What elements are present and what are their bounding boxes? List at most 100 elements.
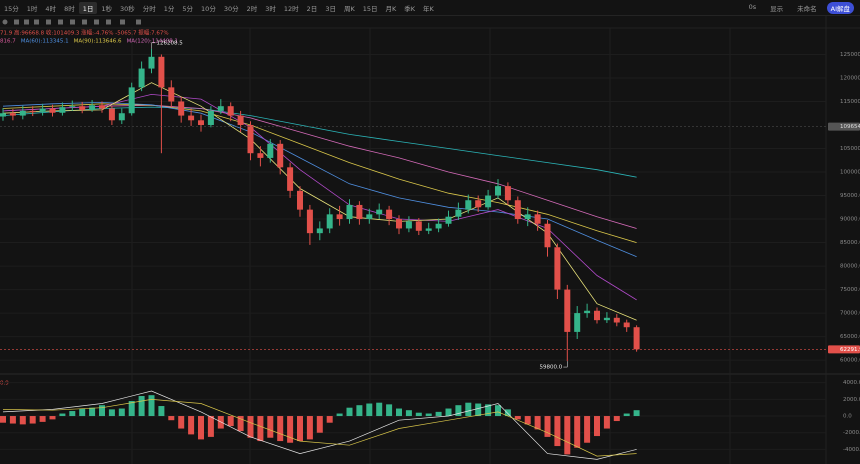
macd-bar [79,408,86,417]
candle-body [396,219,402,229]
candle-body [79,106,86,110]
macd-bar [277,416,284,442]
toolbar-item[interactable]: 30秒 [119,4,135,13]
macd-bar [198,416,204,440]
ma-line [2,106,637,178]
macd-tick-label: 2000.0 [843,397,860,403]
candle-body [188,115,195,121]
toolbar-item[interactable]: 1时 [26,4,38,13]
macd-bar [178,416,185,429]
toolbar-item[interactable]: 月K [385,4,397,13]
toolbar-item[interactable]: 30分 [223,4,239,13]
macd-bar [376,402,383,417]
toolbar-right: 0s 显示 未命名 AI解盘 [745,1,860,14]
macd-bar [9,416,16,424]
macd-bar [415,412,422,417]
toolbar-item[interactable]: 分时 [142,4,156,13]
y-tick-label: 75000.0 [840,287,860,293]
toolbar-item[interactable]: AI解盘 [826,1,854,14]
macd-bar [138,396,145,417]
toolbar-item[interactable]: 3日 [325,4,336,13]
toolbar-item[interactable]: 显示 [770,4,784,13]
y-tick-label: 115000.0 [840,99,860,105]
candle-body [158,56,165,88]
toolbar-item[interactable]: 1秒 [101,4,112,13]
ma-line [2,93,637,301]
macd-line [2,399,637,457]
toolbar-item[interactable]: 2日 [306,4,318,13]
macd-bar [19,416,26,425]
toolbar-item[interactable]: 1分 [163,4,175,13]
candle-body [524,214,531,220]
candle-body [0,113,6,117]
vgrid [131,28,731,464]
macd-bar [207,416,214,437]
macd-tick-label: 0.0 [843,414,852,420]
candle-body [306,209,313,234]
macd-bar [108,409,115,417]
toolbar-item[interactable]: 5分 [182,4,194,13]
candle-body [198,120,204,125]
price-tag [828,345,860,354]
toolbar-item[interactable]: 12时 [283,4,299,13]
macd-tick-label: -4000.0 [843,447,860,453]
macd-bar [267,416,274,438]
candle-body [425,228,432,231]
candle-body [89,105,96,110]
macd-bar [237,416,244,432]
toolbar-item[interactable]: 周K [343,4,355,13]
candle-body [346,204,353,220]
ma-line [2,104,637,229]
candle-body [594,310,600,321]
candle-body [633,327,640,350]
y-tick-label: 85000.0 [840,240,860,246]
ma-legend: MA(120):114408.1 [127,39,178,45]
candle-body [574,313,581,332]
macd-bar [148,395,155,417]
candle-body [267,143,274,158]
candle-body [623,322,630,328]
candle-body [455,209,462,217]
toolbar-item[interactable]: 8时 [64,4,75,13]
macd-tick-label: -2000.0 [843,430,860,436]
toolbar-item[interactable]: 15日 [362,4,378,13]
macd-bar [287,416,294,443]
candle-body [257,153,264,158]
toolbar-item[interactable]: 年K [423,4,434,13]
toolbar-item[interactable]: 未命名 [797,4,817,13]
y-tick-label: 120000.0 [840,75,860,81]
macd-bar [554,416,561,447]
toolbar-item[interactable]: 3时 [265,4,276,13]
macd-bar [514,416,521,420]
toolbar-item[interactable]: 4时 [45,4,57,13]
candle-body [475,200,482,208]
macd-bar [257,416,264,442]
candle-body [69,106,76,108]
tool-icons[interactable] [2,19,142,25]
ma-legend: MA(60):113345.1 [21,39,69,45]
toolbar-item[interactable]: 季K [404,4,416,13]
candle-body [316,228,323,234]
macd-legend: 0.9 [0,381,9,387]
macd-bar [485,404,492,417]
macd-bar [39,416,46,422]
toolbar-item[interactable]: 1日 [78,1,98,14]
y-tick-label: 95000.0 [840,193,860,199]
y-tick-label: 105000.0 [840,146,860,152]
candle-body [326,214,333,229]
macd-bar [475,403,482,417]
candle-body [445,216,452,224]
toolbar-item[interactable]: 15分 [4,4,19,13]
macd-bar [0,416,6,423]
candle-body [99,105,105,109]
candle-body [138,68,145,88]
toolbar-item[interactable]: 2时 [246,4,258,13]
toolbar-item[interactable]: 10分 [201,4,216,13]
macd-bar [227,416,234,427]
candle-body [405,221,412,229]
candle-body [108,108,115,121]
candle-body [277,143,284,168]
toolbar-item[interactable]: 0s [748,2,757,11]
candle-body [29,110,36,112]
candle-body [366,214,373,220]
